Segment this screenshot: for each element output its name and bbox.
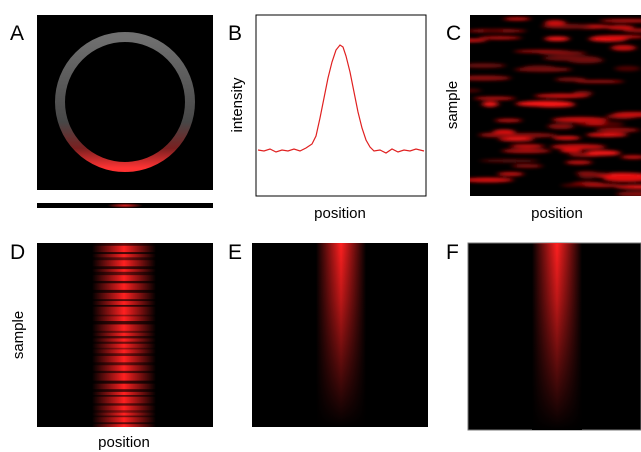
y-axis-label: sample xyxy=(10,311,27,359)
streak xyxy=(610,44,637,51)
band xyxy=(92,243,156,427)
streak xyxy=(534,93,589,99)
streak xyxy=(565,160,593,165)
stripe xyxy=(92,362,156,366)
panel-letter: B xyxy=(228,22,242,45)
streak xyxy=(512,164,543,168)
stripe xyxy=(92,410,156,413)
streak xyxy=(470,38,487,42)
x-axis-label: position xyxy=(98,434,150,451)
streak xyxy=(585,121,606,125)
streak xyxy=(473,96,516,101)
stripe xyxy=(92,422,156,425)
streak xyxy=(561,183,586,188)
streak xyxy=(560,148,582,153)
streak xyxy=(603,176,641,182)
streak xyxy=(478,132,518,138)
streak xyxy=(599,18,641,23)
streaks xyxy=(470,17,641,196)
stripe xyxy=(92,415,156,418)
stripe xyxy=(92,330,156,333)
streak xyxy=(501,148,551,154)
streak xyxy=(620,155,641,159)
plume-fade xyxy=(532,243,582,430)
streak xyxy=(552,116,609,123)
streak xyxy=(470,75,511,81)
image xyxy=(37,15,213,190)
streak xyxy=(576,171,598,176)
streak xyxy=(555,77,586,82)
streak xyxy=(595,127,640,133)
profile-curve xyxy=(257,44,425,154)
stripe xyxy=(92,280,156,284)
streak xyxy=(552,136,581,140)
panel-letter: F xyxy=(446,241,459,264)
panel-letter: D xyxy=(10,241,25,264)
stripe xyxy=(92,353,156,357)
spot xyxy=(107,203,143,208)
stripe xyxy=(92,271,156,276)
panel-letter: A xyxy=(10,22,24,45)
streak xyxy=(550,143,606,150)
ring xyxy=(55,32,195,172)
streak xyxy=(482,29,504,33)
stripe xyxy=(92,304,156,307)
stripe xyxy=(92,403,156,406)
streak xyxy=(523,65,556,70)
streak xyxy=(612,111,641,118)
streak xyxy=(478,36,522,40)
streak xyxy=(622,28,641,33)
streak xyxy=(479,159,539,163)
streak xyxy=(538,51,587,56)
streak xyxy=(542,55,599,61)
streak xyxy=(585,150,621,156)
stripe xyxy=(92,321,156,325)
stripe xyxy=(92,266,156,270)
stripe xyxy=(92,341,156,344)
streak xyxy=(470,177,514,183)
streak xyxy=(503,17,531,21)
streak xyxy=(470,63,506,68)
stripe xyxy=(92,335,156,339)
x-axis-label: position xyxy=(314,205,366,222)
stripe xyxy=(92,243,156,246)
plot-frame xyxy=(255,14,427,197)
streak xyxy=(482,101,499,107)
stripe xyxy=(92,370,156,374)
streak xyxy=(544,19,566,26)
streak xyxy=(494,118,522,123)
streak xyxy=(583,183,621,188)
stripe xyxy=(92,257,156,261)
stripe xyxy=(92,314,156,317)
streak xyxy=(544,36,570,42)
streak xyxy=(594,35,641,39)
streak xyxy=(606,25,635,30)
streak xyxy=(586,132,628,137)
streak xyxy=(498,137,534,142)
streak xyxy=(574,79,624,84)
stripe xyxy=(92,252,156,255)
streak xyxy=(509,144,545,148)
panel-letter: C xyxy=(446,22,461,45)
panel-letter: E xyxy=(228,241,242,264)
y-axis-label: sample xyxy=(444,81,461,129)
streak xyxy=(470,88,482,93)
stripe xyxy=(92,347,156,350)
y-axis-label: intensity xyxy=(229,77,246,133)
streak xyxy=(614,65,641,72)
stripes xyxy=(92,243,156,425)
stripe xyxy=(92,289,156,293)
stripe xyxy=(92,395,156,397)
x-axis-label: position xyxy=(531,205,583,222)
stripe xyxy=(92,299,156,302)
streak xyxy=(547,123,575,130)
stripe xyxy=(92,389,156,392)
streak xyxy=(616,191,641,196)
stripe xyxy=(92,380,156,384)
streak xyxy=(614,184,641,189)
streak xyxy=(515,100,574,107)
plume-fade xyxy=(316,243,366,427)
streak xyxy=(497,171,524,177)
